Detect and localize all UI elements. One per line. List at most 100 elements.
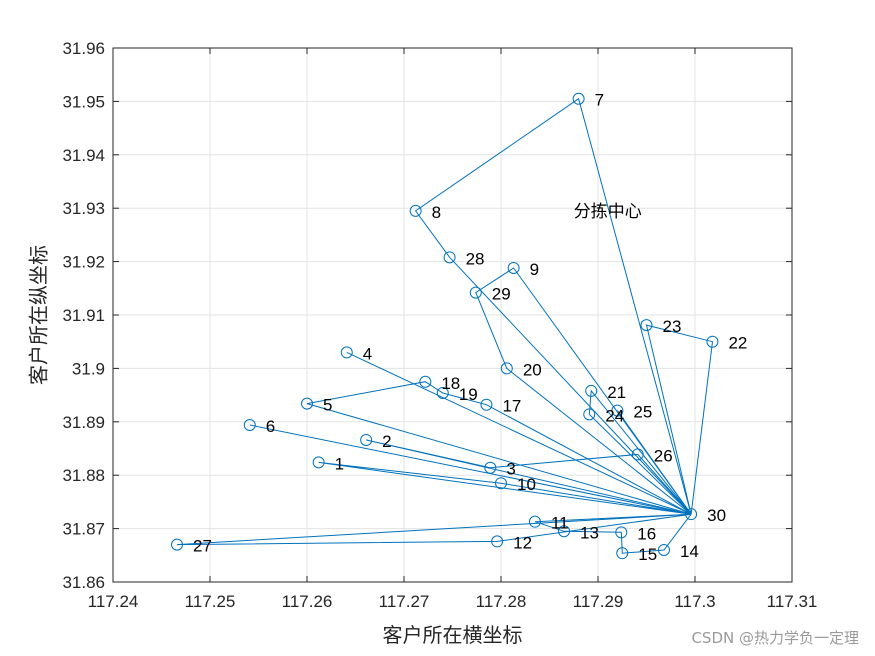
customer-marker-20 bbox=[500, 362, 513, 375]
y-tick-label: 31.94 bbox=[62, 146, 105, 165]
customer-marker-14 bbox=[657, 543, 670, 556]
y-tick-label: 31.95 bbox=[62, 92, 105, 111]
depot-annotation: 分拣中心 bbox=[574, 202, 642, 222]
y-tick-label: 31.88 bbox=[62, 466, 105, 485]
point-label-9: 9 bbox=[530, 260, 539, 279]
point-label-11: 11 bbox=[551, 514, 569, 533]
route-line bbox=[366, 439, 692, 515]
customer-marker-27 bbox=[171, 538, 184, 551]
customer-marker-24 bbox=[583, 408, 596, 421]
customer-marker-3 bbox=[484, 461, 497, 474]
point-label-19: 19 bbox=[459, 385, 478, 404]
customer-marker-15 bbox=[616, 547, 629, 560]
route-line bbox=[475, 267, 692, 515]
x-tick-label: 117.3 bbox=[674, 592, 715, 611]
x-axis-title: 客户所在横坐标 bbox=[383, 623, 523, 647]
customer-marker-4 bbox=[340, 346, 353, 359]
point-label-2: 2 bbox=[382, 432, 391, 451]
customer-marker-10 bbox=[495, 477, 507, 490]
point-label-13: 13 bbox=[580, 523, 599, 542]
y-axis-ticks: 31.86 31.87 31.88 31.89 31.9 31.91 31.92 31.93 3… bbox=[62, 39, 792, 592]
grid bbox=[112, 47, 793, 583]
x-axis-ticks: 117.24 117.25 117.26 117.27 117.28 117.29 117.… bbox=[88, 48, 818, 611]
point-label-29: 29 bbox=[492, 285, 511, 304]
point-label-10: 10 bbox=[517, 475, 536, 494]
y-tick-label: 31.91 bbox=[62, 306, 105, 325]
point-label-3: 3 bbox=[506, 460, 515, 479]
route-line bbox=[318, 461, 692, 515]
point-label-1: 1 bbox=[335, 454, 344, 473]
point-label-14: 14 bbox=[680, 542, 699, 561]
route-line bbox=[588, 389, 692, 515]
y-tick-label: 31.93 bbox=[62, 199, 105, 218]
x-tick-label: 117.27 bbox=[379, 592, 430, 611]
x-tick-label: 117.29 bbox=[573, 592, 624, 611]
point-label-27: 27 bbox=[193, 537, 212, 556]
route-line bbox=[534, 513, 692, 554]
y-tick-label: 31.89 bbox=[62, 413, 105, 432]
watermark: CSDN @热力学负一定理 bbox=[691, 629, 859, 647]
customer-marker-2 bbox=[360, 433, 373, 446]
route-lines bbox=[176, 97, 714, 554]
customer-marker-23 bbox=[640, 319, 653, 332]
customer-marker-7 bbox=[572, 92, 585, 105]
customer-marker-13 bbox=[558, 525, 571, 538]
x-tick-label: 117.26 bbox=[282, 592, 333, 611]
customer-marker-22 bbox=[706, 335, 719, 348]
y-axis-title: 客户所在纵坐标 bbox=[27, 245, 51, 385]
customer-markers bbox=[171, 92, 719, 560]
x-tick-label: 117.28 bbox=[476, 592, 527, 611]
customer-marker-25 bbox=[611, 404, 624, 417]
customer-marker-26 bbox=[631, 448, 644, 461]
point-label-24: 24 bbox=[605, 406, 624, 425]
customer-marker-9 bbox=[507, 262, 520, 275]
customer-marker-16 bbox=[615, 526, 628, 539]
y-tick-label: 31.9 bbox=[72, 359, 105, 378]
customer-marker-6 bbox=[243, 419, 256, 432]
customer-marker-17 bbox=[480, 398, 493, 411]
y-tick-label: 31.92 bbox=[62, 253, 105, 272]
point-label-21: 21 bbox=[607, 383, 626, 402]
customer-marker-5 bbox=[301, 397, 313, 410]
point-label-25: 25 bbox=[633, 403, 652, 422]
point-label-16: 16 bbox=[637, 524, 656, 543]
customer-marker-8 bbox=[409, 204, 422, 217]
route-line bbox=[176, 513, 692, 546]
customer-marker-12 bbox=[491, 535, 504, 548]
route-line bbox=[249, 424, 692, 515]
customer-marker-28 bbox=[443, 251, 456, 264]
route-line bbox=[414, 97, 692, 515]
route-line bbox=[645, 324, 714, 515]
point-label-15: 15 bbox=[638, 545, 657, 564]
x-tick-label: 117.31 bbox=[767, 592, 818, 611]
point-label-23: 23 bbox=[663, 317, 682, 336]
point-label-22: 22 bbox=[728, 334, 747, 353]
route-line bbox=[616, 410, 692, 515]
route-line bbox=[306, 381, 692, 515]
point-label-6: 6 bbox=[266, 417, 275, 436]
point-label-4: 4 bbox=[363, 344, 372, 363]
customer-marker-30 bbox=[685, 508, 698, 521]
point-label-26: 26 bbox=[654, 446, 673, 465]
customer-marker-19 bbox=[436, 386, 449, 399]
point-label-28: 28 bbox=[466, 249, 485, 268]
point-label-20: 20 bbox=[523, 360, 542, 379]
point-label-12: 12 bbox=[513, 533, 532, 552]
customer-marker-21 bbox=[585, 384, 598, 397]
y-tick-label: 31.96 bbox=[62, 39, 105, 58]
y-tick-label: 31.86 bbox=[62, 573, 105, 592]
customer-marker-18 bbox=[419, 375, 432, 388]
customer-marker-11 bbox=[528, 515, 541, 528]
point-label-18: 18 bbox=[441, 374, 460, 393]
point-label-5: 5 bbox=[323, 396, 332, 415]
y-tick-label: 31.87 bbox=[62, 520, 105, 539]
customer-marker-1 bbox=[312, 456, 325, 469]
customer-marker-29 bbox=[469, 286, 482, 299]
x-tick-label: 117.25 bbox=[185, 592, 236, 611]
point-label-7: 7 bbox=[595, 91, 604, 110]
point-label-17: 17 bbox=[502, 397, 521, 416]
x-tick-label: 117.24 bbox=[88, 592, 139, 611]
